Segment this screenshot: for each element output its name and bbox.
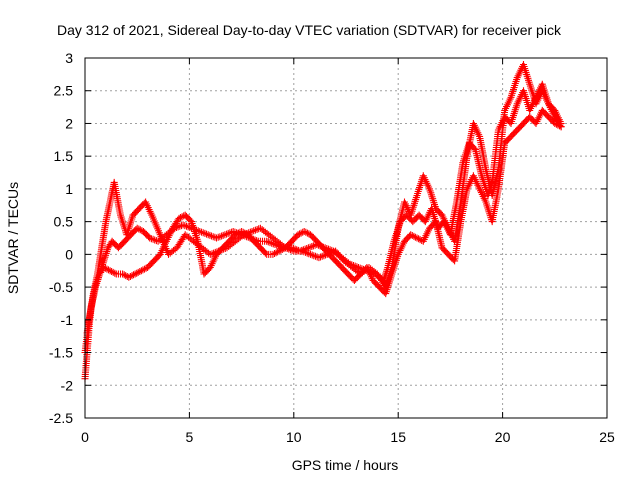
y-tick-label: -1.5 (49, 345, 73, 361)
y-tick-label: -0.5 (49, 279, 73, 295)
y-tick-label: 2 (65, 115, 73, 131)
series-1 (81, 80, 565, 383)
y-tick-label: 1.5 (54, 148, 74, 164)
data-points (81, 61, 565, 383)
x-tick-label: 0 (81, 429, 89, 445)
x-tick-label: 20 (495, 429, 511, 445)
y-tick-label: 0 (65, 246, 73, 262)
x-axis-label: GPS time / hours (292, 457, 399, 473)
series-markers (81, 80, 565, 383)
x-tick-label: 25 (599, 429, 615, 445)
y-tick-label: -2 (61, 377, 74, 393)
series-3 (83, 106, 565, 337)
x-tick-label: 5 (186, 429, 194, 445)
axis-ticks: 0 5 10 15 20 25 -2.5 -2 -1.5 -1 -0.5 0 0.5 1 1.5 2 2.5 3 (49, 50, 615, 445)
y-tick-label: 1 (65, 181, 73, 197)
series-2 (81, 61, 565, 356)
x-tick-label: 10 (286, 429, 302, 445)
chart-title: Day 312 of 2021, Sidereal Day-to-day VTE… (57, 22, 562, 38)
y-tick-label: -2.5 (49, 410, 73, 426)
y-tick-label: -1 (61, 312, 74, 328)
y-tick-label: 3 (65, 50, 73, 66)
y-tick-label: 0.5 (54, 214, 74, 230)
series-markers (83, 106, 565, 337)
plot-frame (84, 57, 608, 419)
series-markers (81, 61, 565, 356)
y-tick-label: 2.5 (54, 83, 74, 99)
x-tick-label: 15 (390, 429, 406, 445)
y-axis-label: SDTVAR / TECUs (5, 182, 21, 294)
